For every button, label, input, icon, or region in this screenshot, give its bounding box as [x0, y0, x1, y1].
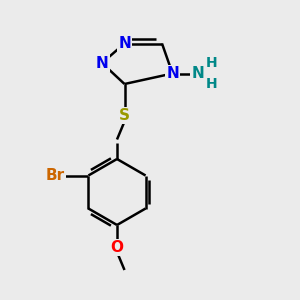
Text: O: O	[110, 240, 124, 255]
Text: S: S	[119, 108, 130, 123]
Text: H: H	[206, 56, 217, 70]
Text: Br: Br	[45, 168, 64, 183]
Text: N: N	[166, 66, 179, 81]
Text: N: N	[192, 66, 204, 81]
Text: N: N	[96, 56, 108, 70]
Text: H: H	[206, 77, 217, 91]
Text: N: N	[118, 36, 131, 51]
